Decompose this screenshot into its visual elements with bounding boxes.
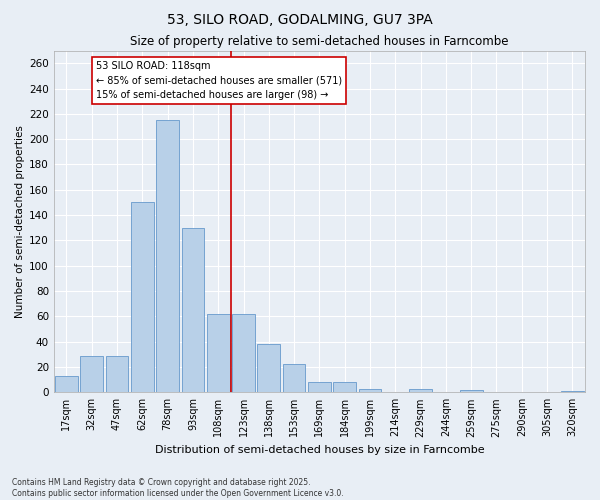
Bar <box>334 382 356 392</box>
Bar <box>55 376 78 392</box>
Bar <box>308 382 331 392</box>
Bar <box>80 356 103 393</box>
Bar <box>561 391 584 392</box>
Y-axis label: Number of semi-detached properties: Number of semi-detached properties <box>15 125 25 318</box>
Bar <box>207 314 230 392</box>
Bar <box>359 388 382 392</box>
Bar <box>156 120 179 392</box>
Text: 53 SILO ROAD: 118sqm
← 85% of semi-detached houses are smaller (571)
15% of semi: 53 SILO ROAD: 118sqm ← 85% of semi-detac… <box>96 61 343 100</box>
Bar <box>106 356 128 393</box>
Text: 53, SILO ROAD, GODALMING, GU7 3PA: 53, SILO ROAD, GODALMING, GU7 3PA <box>167 12 433 26</box>
Bar <box>409 388 432 392</box>
Title: Size of property relative to semi-detached houses in Farncombe: Size of property relative to semi-detach… <box>130 35 509 48</box>
Bar <box>283 364 305 392</box>
Bar <box>182 228 204 392</box>
Text: Contains HM Land Registry data © Crown copyright and database right 2025.
Contai: Contains HM Land Registry data © Crown c… <box>12 478 344 498</box>
Bar <box>131 202 154 392</box>
Bar <box>232 314 255 392</box>
Bar <box>460 390 482 392</box>
Bar <box>257 344 280 393</box>
X-axis label: Distribution of semi-detached houses by size in Farncombe: Distribution of semi-detached houses by … <box>155 445 484 455</box>
